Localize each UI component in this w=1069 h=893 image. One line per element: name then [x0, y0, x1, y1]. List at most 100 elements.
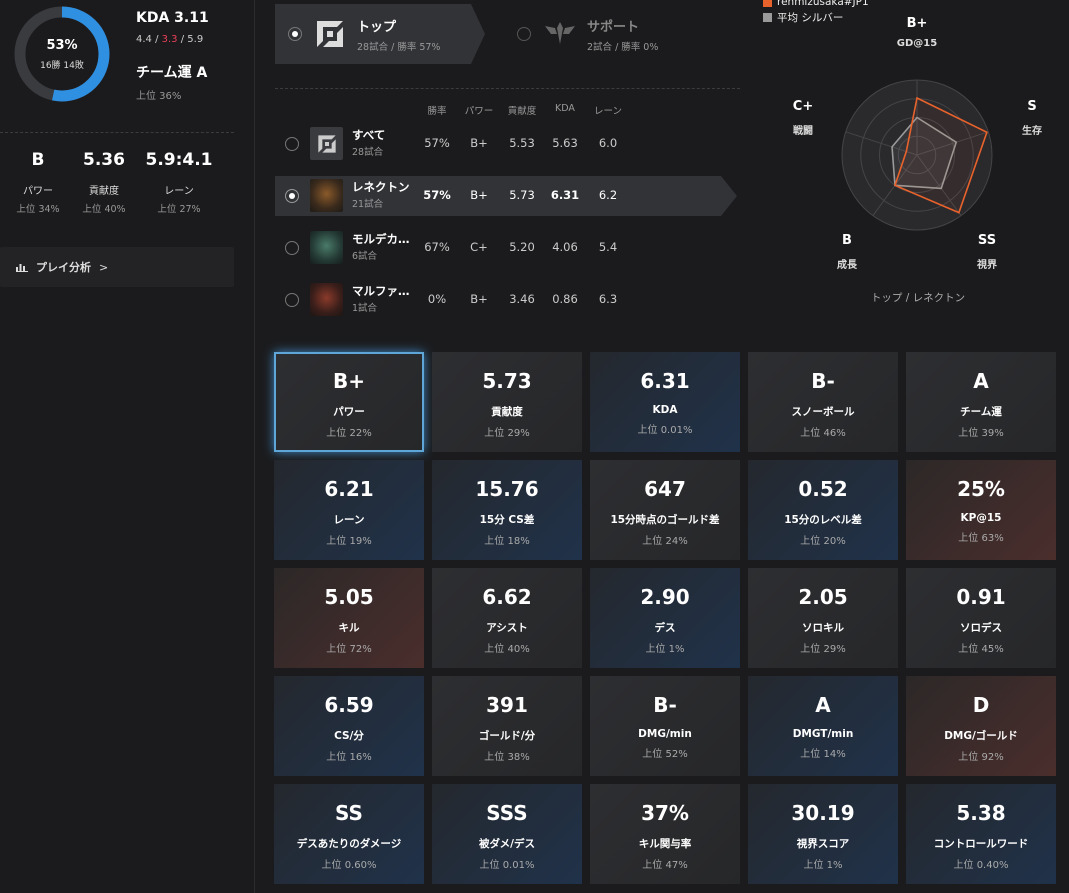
tile-value: B- [811, 369, 835, 393]
stat-tile[interactable]: 5.73 貢献度 上位 29% [432, 352, 582, 452]
radar-label-growth: 成長 [837, 260, 857, 271]
kda-breakdown: 4.4 / 3.3 / 5.9 [136, 34, 203, 45]
role-radio[interactable] [288, 27, 302, 41]
play-analysis-button[interactable]: プレイ分析 > [0, 247, 234, 287]
tile-value: 6.21 [324, 477, 374, 501]
stat-tile[interactable]: B- DMG/min 上位 52% [590, 676, 740, 776]
champion-row-renekton[interactable]: レネクトン 21試合 57% B+ 5.73 6.31 6.2 [275, 176, 740, 216]
stat-tile[interactable]: 6.21 レーン 上位 19% [274, 460, 424, 560]
champion-lane: 6.2 [598, 188, 618, 202]
role-sub: 2試合 / 勝率 0% [587, 42, 659, 53]
tile-label: キル関与率 [638, 838, 692, 850]
tile-value: 25% [957, 477, 1005, 501]
champion-contribution: 5.73 [509, 188, 535, 202]
tile-value: 37% [641, 801, 689, 825]
stat-tile[interactable]: 15.76 15分 CS差 上位 18% [432, 460, 582, 560]
tile-label: 15分時点のゴールド差 [610, 514, 720, 526]
stat-tile[interactable]: D DMG/ゴールド 上位 92% [906, 676, 1056, 776]
role-name: トップ [357, 20, 397, 35]
kda-assists: 5.9 [187, 34, 204, 45]
role-radio[interactable] [517, 27, 531, 41]
stat-value: B [31, 150, 45, 170]
tile-label: KDA [652, 404, 678, 416]
stat-tile[interactable]: 5.38 コントロールワード 上位 0.40% [906, 784, 1056, 884]
tile-rank: 上位 18% [484, 536, 530, 547]
kda-title: KDA 3.11 [136, 10, 209, 26]
champion-name: マルファ… [352, 284, 410, 298]
header-win-rate: 勝率 [427, 106, 447, 117]
tile-value: 0.52 [798, 477, 848, 501]
tile-rank: 上位 16% [326, 752, 372, 763]
role-tab-support[interactable]: サポート 2試合 / 勝率 0% [505, 4, 705, 64]
tile-value: 647 [644, 477, 686, 501]
champion-row-mordekaiser[interactable]: モルデカ… 6試合 67% C+ 5.20 4.06 5.4 [275, 228, 740, 268]
stat-tile[interactable]: 5.05 キル 上位 72% [274, 568, 424, 668]
stat-tile[interactable]: SSS 被ダメ/デス 上位 0.01% [432, 784, 582, 884]
stat-tile[interactable]: B- スノーボール 上位 46% [748, 352, 898, 452]
win-rate-donut [14, 6, 110, 102]
tile-value: 6.62 [482, 585, 532, 609]
stat-tile[interactable]: 391 ゴールド/分 上位 38% [432, 676, 582, 776]
tile-rank: 上位 46% [800, 428, 846, 439]
tile-label: CS/分 [334, 730, 364, 742]
tile-value: D [972, 693, 990, 717]
tile-label: 15分 CS差 [479, 514, 535, 526]
tile-value: SSS [486, 801, 528, 825]
divider [275, 88, 740, 89]
champion-row-all[interactable]: すべて 28試合 57% B+ 5.53 5.63 6.0 [275, 124, 740, 164]
tile-rank: 上位 0.01% [479, 860, 535, 871]
stat-tile[interactable]: 0.52 15分のレベル差 上位 20% [748, 460, 898, 560]
stat-tile[interactable]: 30.19 視界スコア 上位 1% [748, 784, 898, 884]
tile-label: DMG/min [638, 728, 692, 740]
stat-tile[interactable]: A チーム運 上位 39% [906, 352, 1056, 452]
top-lane-icon [317, 21, 343, 47]
tile-value: 5.38 [956, 801, 1006, 825]
stat-tile[interactable]: 6.31 KDA 上位 0.01% [590, 352, 740, 452]
tile-value: SS [335, 801, 363, 825]
tile-label: KP@15 [960, 512, 1002, 524]
champion-radio[interactable] [285, 137, 299, 151]
champion-games: 28試合 [352, 147, 384, 158]
radar-spoke [916, 154, 962, 216]
lane-stat: 5.9:4.1 レーン 上位 27% [141, 150, 217, 215]
champion-kda: 5.63 [552, 136, 578, 150]
champion-radio[interactable] [285, 293, 299, 307]
role-tab-top[interactable]: トップ 28試合 / 勝率 57% [275, 4, 485, 64]
stat-tile[interactable]: 647 15分時点のゴールド差 上位 24% [590, 460, 740, 560]
tile-rank: 上位 0.40% [953, 860, 1009, 871]
header-contribution: 貢献度 [507, 106, 537, 117]
tile-rank: 上位 22% [326, 428, 372, 439]
stat-tile[interactable]: 6.59 CS/分 上位 16% [274, 676, 424, 776]
stat-tile[interactable]: SS デスあたりのダメージ 上位 0.60% [274, 784, 424, 884]
champion-row-malphite[interactable]: マルファ… 1試合 0% B+ 3.46 0.86 6.3 [275, 280, 740, 320]
mordekaiser-portrait [310, 231, 343, 264]
tile-label: ソロデス [960, 622, 1002, 634]
header-kda: KDA [555, 103, 575, 114]
summary-panel [0, 0, 255, 893]
stat-rank: 上位 34% [16, 204, 60, 215]
champion-radio[interactable] [285, 241, 299, 255]
tile-rank: 上位 24% [642, 536, 688, 547]
champion-kda: 4.06 [552, 240, 578, 254]
champion-radio[interactable] [285, 189, 299, 203]
stat-tile[interactable]: A DMGT/min 上位 14% [748, 676, 898, 776]
stat-tile[interactable]: 2.05 ソロキル 上位 29% [748, 568, 898, 668]
stat-tile[interactable]: 2.90 デス 上位 1% [590, 568, 740, 668]
header-power: パワー [464, 106, 494, 117]
radar-label-survival: 生存 [1022, 126, 1042, 137]
stat-tile[interactable]: B+ パワー 上位 22% [274, 352, 424, 452]
tile-rank: 上位 40% [484, 644, 530, 655]
tile-label: ソロキル [802, 622, 844, 634]
tile-label: 15分のレベル差 [784, 514, 862, 526]
kda-separator: / [151, 34, 162, 45]
stat-tile[interactable]: 0.91 ソロデス 上位 45% [906, 568, 1056, 668]
champion-lane: 6.3 [598, 292, 618, 306]
stat-tile[interactable]: 6.62 アシスト 上位 40% [432, 568, 582, 668]
renekton-portrait [310, 179, 343, 212]
tile-label: デス [654, 622, 676, 634]
champion-contribution: 3.46 [509, 292, 535, 306]
radar-label-gd15: GD@15 [896, 38, 938, 49]
stat-tile[interactable]: 25% KP@15 上位 63% [906, 460, 1056, 560]
champion-win-rate: 67% [424, 240, 450, 254]
stat-tile[interactable]: 37% キル関与率 上位 47% [590, 784, 740, 884]
